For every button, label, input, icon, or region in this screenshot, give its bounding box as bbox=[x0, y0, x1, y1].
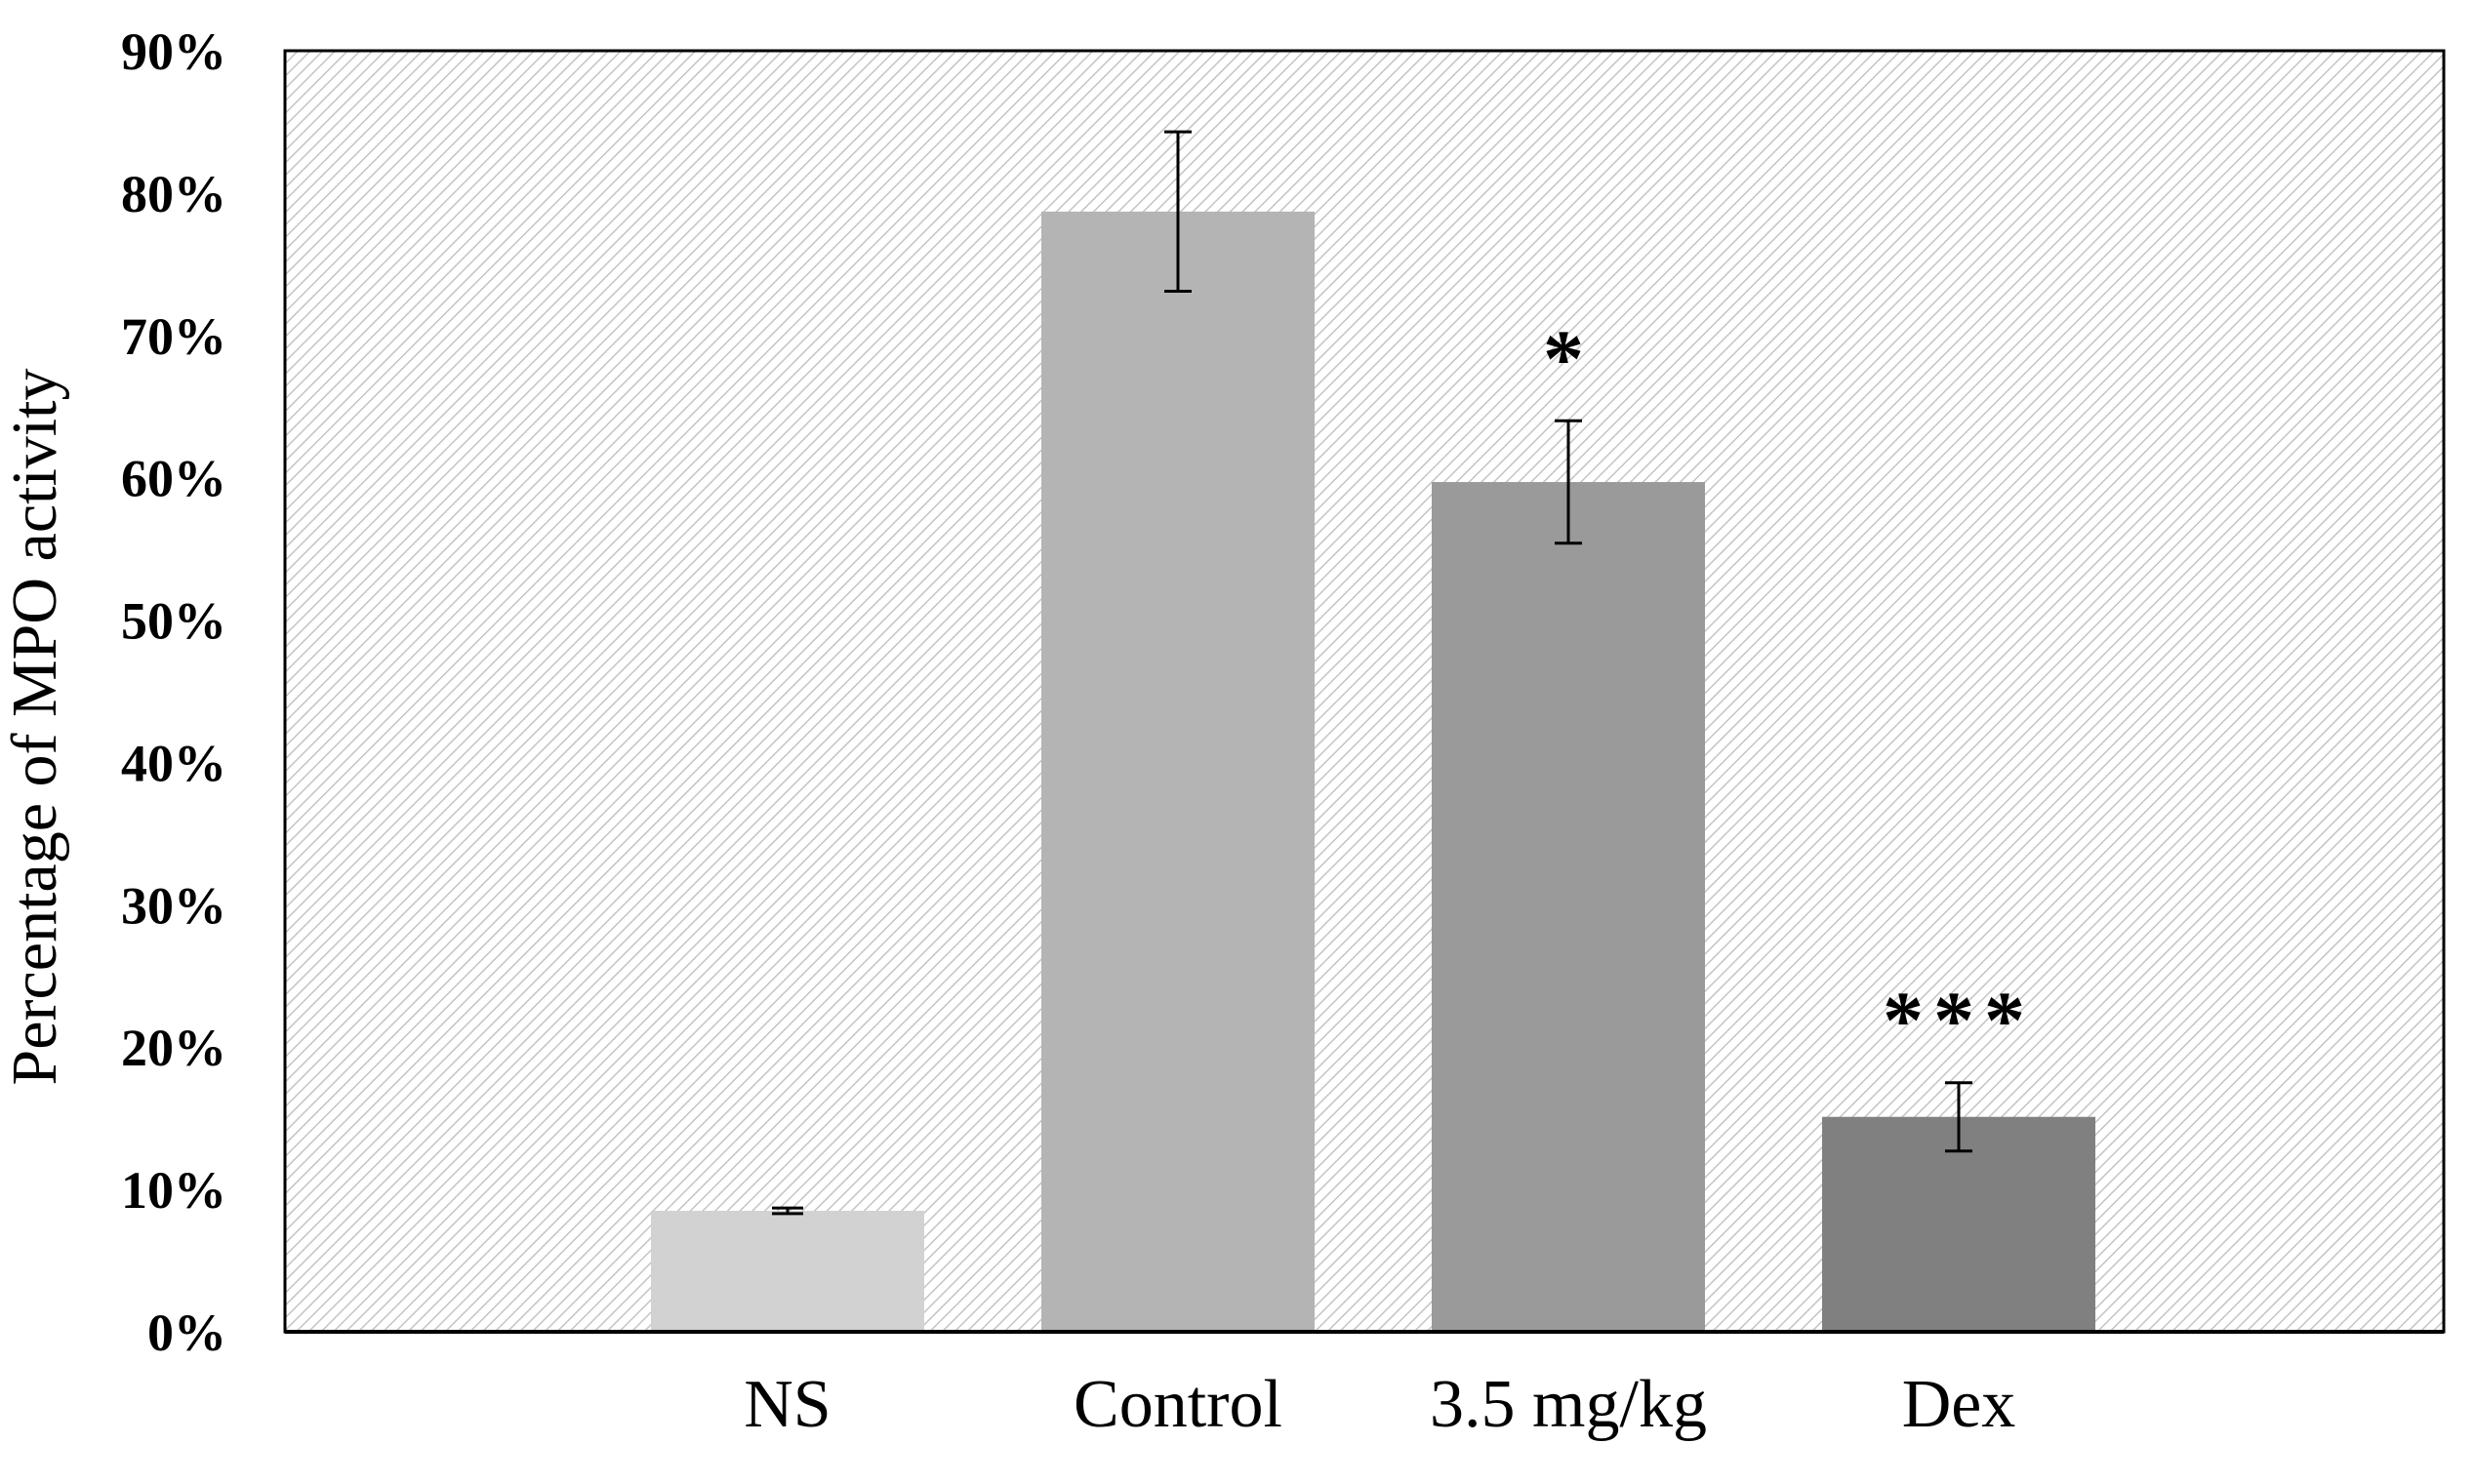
bar bbox=[1822, 1116, 2095, 1332]
y-axis-label: Percentage of MPO activity bbox=[0, 369, 70, 1086]
y-tick-label: 70% bbox=[121, 307, 226, 366]
y-tick-label: 80% bbox=[121, 165, 226, 223]
significance-marker: * bbox=[1543, 313, 1594, 404]
bar bbox=[1432, 482, 1705, 1332]
y-tick-label: 30% bbox=[121, 876, 226, 935]
y-tick-label: 50% bbox=[121, 592, 226, 651]
bar bbox=[651, 1210, 924, 1332]
y-tick-label: 60% bbox=[121, 450, 226, 508]
y-axis-ticks: 0% 10% 20% 30% 40% 50% 60% 70% 80% 90% bbox=[121, 22, 226, 1362]
significance-group: **** bbox=[1543, 313, 2035, 1066]
y-tick-label: 10% bbox=[121, 1161, 226, 1220]
significance-marker: *** bbox=[1883, 976, 2035, 1066]
y-tick-label: 90% bbox=[121, 22, 226, 81]
plot-area bbox=[283, 49, 2446, 1334]
x-tick-label: NS bbox=[744, 1367, 831, 1442]
x-tick-label: Control bbox=[1074, 1367, 1282, 1442]
y-tick-label: 40% bbox=[121, 734, 226, 792]
bars-group bbox=[651, 211, 2095, 1332]
x-axis-ticks: NS Control 3.5 mg/kg Dex bbox=[744, 1367, 2015, 1442]
y-tick-label: 20% bbox=[121, 1019, 226, 1077]
error-bars-group bbox=[772, 130, 1972, 1216]
x-tick-label: 3.5 mg/kg bbox=[1430, 1367, 1707, 1442]
bar bbox=[1041, 211, 1315, 1332]
y-tick-label: 0% bbox=[147, 1304, 226, 1362]
x-tick-label: Dex bbox=[1902, 1367, 2016, 1442]
